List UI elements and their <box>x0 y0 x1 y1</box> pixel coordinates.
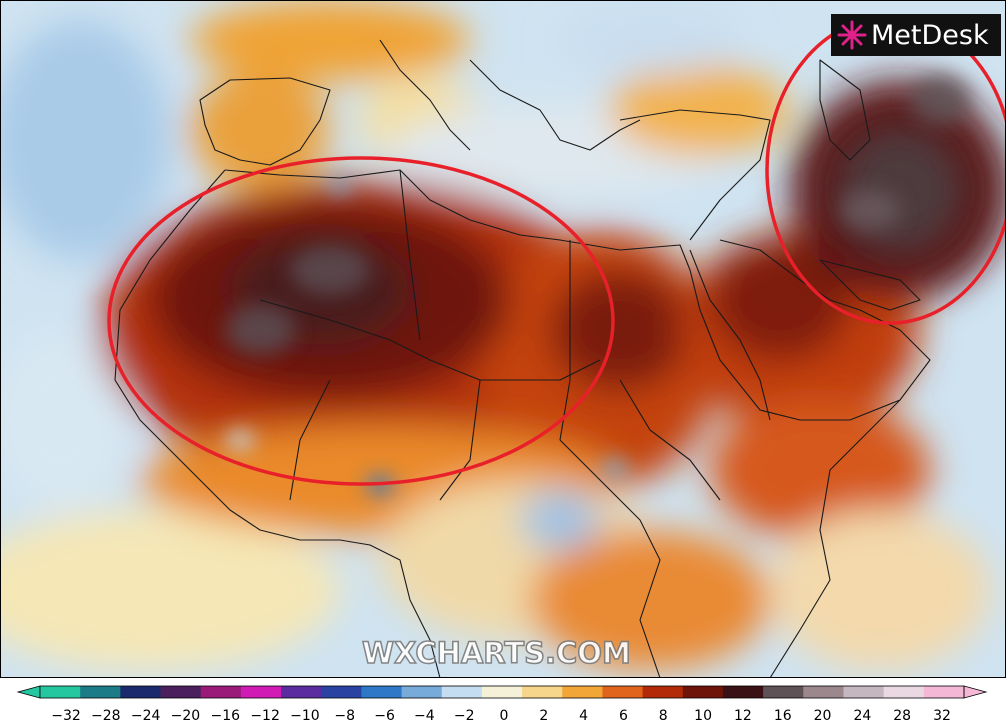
colorbar-tick-label: −28 <box>91 708 121 724</box>
colorbar-tick-label: 0 <box>500 708 509 724</box>
colorbar-min-arrow <box>16 685 41 699</box>
colorbar-tick-label: −24 <box>131 708 161 724</box>
colorbar-tick-label: 16 <box>774 708 792 724</box>
temperature-colorbar: −32 −28 −24 −20 −16 −12 −10 −8 −6 −4 −2 0 2 4 6 8 10 12 16… <box>16 685 988 724</box>
colorbar-tick-label: 28 <box>893 708 911 724</box>
colorbar-tick-label: 8 <box>659 708 668 724</box>
colorbar-tick-label: 2 <box>539 708 548 724</box>
colorbar-tick-label: −4 <box>414 708 435 724</box>
colorbar-swatch <box>803 686 844 698</box>
colorbar-swatch <box>401 686 443 698</box>
colorbar-swatch <box>562 686 603 698</box>
colorbar-swatch <box>321 686 362 698</box>
colorbar-tick-label: 24 <box>853 708 871 724</box>
colorbar-swatch <box>602 686 644 698</box>
colorbar-tick-label: 4 <box>579 708 588 724</box>
colorbar-tick-label: 12 <box>734 708 752 724</box>
colorbar-ticks: −32 −28 −24 −20 −16 −12 −10 −8 −6 −4 −2 0 2 4 6 8 10 12 16… <box>51 708 951 724</box>
colorbar-swatch <box>883 686 925 698</box>
colorbar-swatch <box>40 686 81 698</box>
colorbar-swatch <box>522 686 563 698</box>
colorbar-swatch <box>240 686 282 698</box>
colorbar-swatch <box>200 686 242 698</box>
colorbar-swatch <box>722 686 764 698</box>
colorbar-tick-label: −20 <box>171 708 201 724</box>
temperature-anomaly-map <box>0 0 1006 678</box>
colorbar-max-arrow <box>963 685 988 699</box>
colorbar-swatch <box>120 686 162 698</box>
colorbar-swatch <box>361 686 403 698</box>
colorbar-swatch <box>763 686 804 698</box>
colorbar-swatch <box>843 686 885 698</box>
colorbar-tick-label: −8 <box>334 708 355 724</box>
colorbar-swatch <box>481 686 523 698</box>
colorbar-swatch <box>642 686 684 698</box>
colorbar-tick-label: −10 <box>290 708 320 724</box>
colorbar-tick-label: 6 <box>619 708 628 724</box>
colorbar-swatch <box>682 686 724 698</box>
colorbar-tick-label: 32 <box>933 708 951 724</box>
colorbar-tick-label: −16 <box>210 708 240 724</box>
colorbar-swatch <box>160 686 202 698</box>
colorbar-tick-label: −12 <box>250 708 280 724</box>
colorbar-tick-label: 20 <box>814 708 832 724</box>
metdesk-star-icon <box>837 20 867 50</box>
colorbar-swatches <box>16 685 988 699</box>
colorbar-swatch <box>281 686 322 698</box>
colorbar-tick-label: −32 <box>51 708 81 724</box>
wxcharts-watermark: WXCHARTS.COM <box>361 635 631 671</box>
north-africa-heat-circle <box>107 156 615 486</box>
colorbar-swatch <box>80 686 121 698</box>
colorbar-tick-label: 10 <box>694 708 712 724</box>
metdesk-logo: MetDesk <box>831 14 1001 56</box>
colorbar-swatch <box>441 686 483 698</box>
metdesk-label: MetDesk <box>871 19 989 51</box>
colorbar-swatch <box>923 686 965 698</box>
colorbar-tick-label: −2 <box>454 708 475 724</box>
colorbar-tick-label: −6 <box>374 708 395 724</box>
